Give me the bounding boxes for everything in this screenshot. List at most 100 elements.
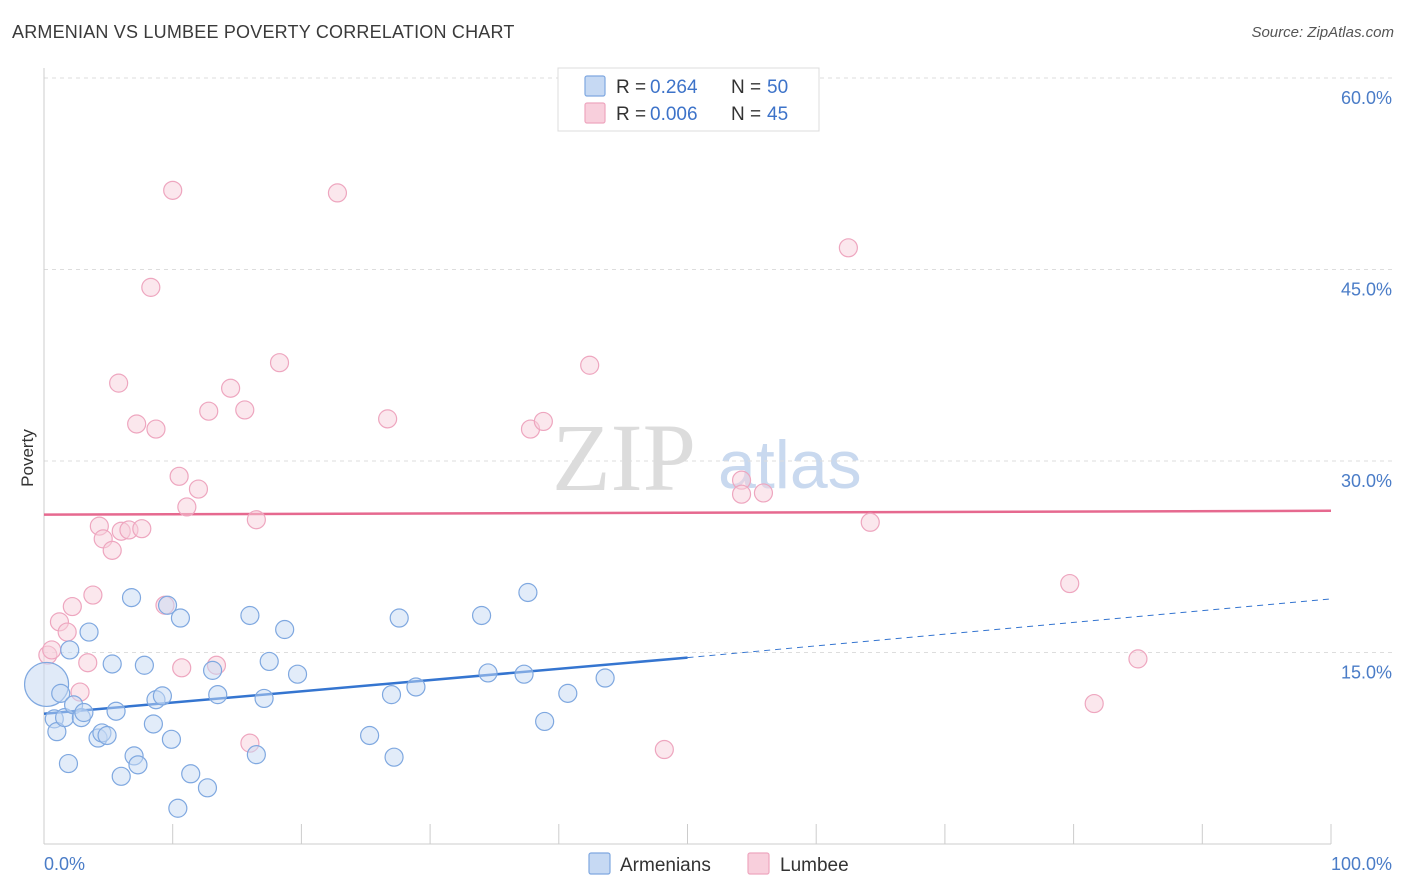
y-axis-label: Poverty [18,429,37,487]
lumbee-trend-line [43,509,1332,516]
lumbee-point-32 [378,409,398,429]
armenians-point-3 [51,683,71,703]
lumbee-r-value: 0.006 [650,104,698,125]
lumbee-point-15 [132,519,152,539]
axes [43,68,1332,845]
armenians-n-label: N = [731,77,761,98]
armenians-point-10 [79,622,99,642]
armenians-trend-projection [687,598,1332,659]
lumbee-point-20 [169,466,189,486]
armenians-point-19 [128,755,148,775]
armenians-point-5 [58,753,79,774]
lumbee-point-30 [269,353,290,373]
armenians-point-37 [287,664,308,684]
armenians-r-label: R = [616,77,646,98]
grid-lines [44,77,1392,653]
lumbee-point-44 [1128,649,1148,669]
lumbee-point-41 [860,512,880,532]
lumbee-point-36 [654,739,674,760]
lumbee-point-27 [235,400,255,420]
lumbee-point-24 [199,401,219,421]
armenians-legend-label: Armenians [620,855,711,876]
armenians-point-20 [134,655,154,675]
source-label: Source: ZipAtlas.com [1251,24,1394,41]
armenians-stat-swatch [584,75,606,97]
lumbee-point-31 [327,183,348,203]
armenians-point-23 [152,686,173,706]
watermark-zip: ZIP [552,404,696,511]
lumbee-point-26 [221,378,241,398]
lumbee-r-label: R = [616,104,646,125]
x-tick-label-1: 100.0% [1331,854,1392,874]
lumbee-point-3 [57,622,77,642]
lumbee-point-6 [78,653,98,673]
armenians-point-34 [254,688,274,709]
armenians-point-15 [106,701,126,721]
lumbee-legend-swatch [747,852,770,875]
lumbee-n-value: 45 [767,104,788,125]
armenians-point-33 [246,745,266,765]
lumbee-point-11 [109,373,129,393]
armenians-point-27 [170,608,191,628]
armenians-point-14 [102,654,122,674]
armenians-legend-swatch [588,852,611,875]
lumbee-stat-swatch [584,102,606,124]
armenians-point-31 [208,685,228,705]
y-tick-labels: 15.0% 30.0% 45.0% 60.0% [1341,88,1392,683]
armenians-point-9 [74,702,94,723]
lumbee-point-40 [838,238,858,258]
x-tick-label-0: 0.0% [44,854,85,874]
lumbee-point-14 [127,414,147,434]
lumbee-point-35 [580,355,600,375]
data-points [23,180,1148,818]
lumbee-point-16 [141,277,161,297]
armenians-n-value: 50 [767,77,788,98]
armenians-point-49 [595,668,615,688]
armenians-r-value: 0.264 [650,77,698,98]
lumbee-point-10 [102,540,122,560]
armenians-point-38 [360,725,380,746]
armenians-point-46 [518,582,538,603]
armenians-point-35 [259,651,279,672]
armenians-point-28 [181,764,201,784]
lumbee-point-34 [533,411,553,432]
lumbee-point-23 [188,479,209,499]
trend-lines [43,509,1332,716]
lumbee-point-4 [62,596,82,617]
armenians-point-30 [202,660,223,680]
stats-legend: R = 0.264 N = 50 R = 0.006 N = 45 [557,67,820,132]
y-tick-label-2: 45.0% [1341,280,1392,300]
lumbee-point-22 [177,497,197,517]
lumbee-point-38 [731,484,752,504]
armenians-point-36 [275,619,295,640]
series-legend: Armenians Lumbee [588,852,849,876]
armenians-point-17 [121,588,142,608]
armenians-point-40 [384,747,404,767]
armenians-point-6 [60,640,80,660]
y-tick-label-1: 30.0% [1341,471,1392,491]
lumbee-point-29 [246,510,266,530]
lumbee-legend-label: Lumbee [780,855,849,876]
armenians-point-48 [558,683,578,703]
armenians-point-16 [111,766,131,786]
y-tick-label-0: 15.0% [1341,663,1392,683]
y-tick-label-3: 60.0% [1341,88,1392,108]
lumbee-point-21 [172,658,192,678]
lumbee-point-17 [146,419,166,439]
lumbee-point-43 [1084,693,1104,714]
armenians-point-47 [535,711,555,732]
armenians-point-25 [161,729,182,749]
armenians-point-13 [97,725,117,746]
armenians-point-43 [471,605,492,626]
x-tick-labels: 0.0% 100.0% [44,854,1392,874]
chart-title: ARMENIAN VS LUMBEE POVERTY CORRELATION C… [12,22,515,42]
armenians-point-39 [381,685,402,705]
armenians-point-21 [143,714,163,734]
lumbee-n-label: N = [731,104,761,125]
lumbee-point-42 [1060,573,1080,594]
lumbee-point-39 [753,483,774,503]
lumbee-point-1 [42,640,62,660]
armenians-point-32 [240,605,260,626]
lumbee-point-7 [83,585,103,605]
